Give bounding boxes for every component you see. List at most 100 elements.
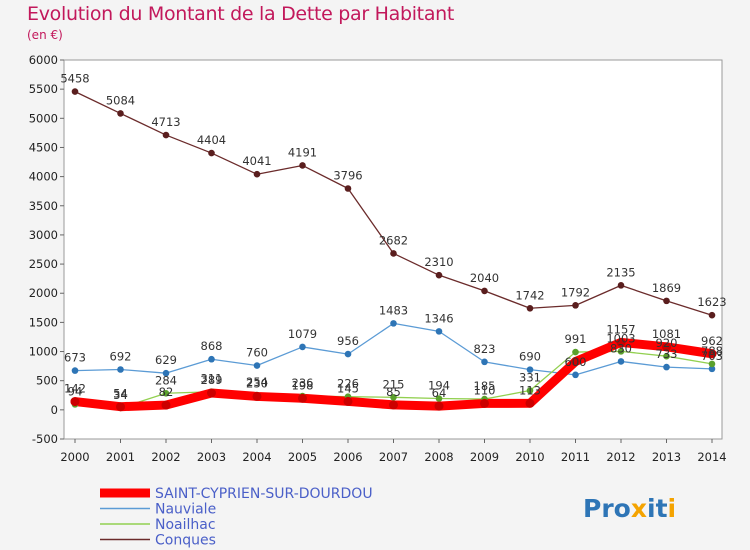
data-label: 34 — [113, 388, 128, 402]
data-point — [481, 287, 488, 295]
data-point — [117, 110, 124, 117]
data-point — [662, 342, 671, 352]
data-label: 1483 — [379, 303, 408, 317]
data-label: 142 — [64, 382, 86, 396]
data-point — [435, 271, 443, 279]
data-label: 1346 — [424, 311, 453, 325]
data-point — [572, 348, 579, 356]
data-label: 2682 — [379, 233, 408, 247]
data-point — [253, 362, 261, 369]
data-label: 236 — [292, 376, 314, 390]
chart-title: Evolution du Montant de la Dette par Hab… — [27, 3, 455, 25]
data-point — [708, 360, 716, 368]
data-label: 284 — [155, 373, 177, 387]
data-point — [390, 394, 397, 401]
legend-entry: Conques — [155, 533, 216, 549]
data-label: 629 — [155, 353, 177, 367]
y-tick-label: 1000 — [29, 345, 58, 359]
data-label: 991 — [565, 332, 587, 346]
data-label: 868 — [201, 339, 223, 353]
data-point — [708, 311, 716, 319]
data-point — [208, 149, 215, 157]
unit-label: (en €) — [27, 28, 63, 42]
y-tick-label: 3500 — [29, 199, 58, 213]
data-label: 956 — [337, 334, 359, 348]
data-point — [70, 397, 80, 407]
data-point — [434, 401, 444, 411]
x-tick-label: 2014 — [697, 450, 726, 464]
y-tick-label: 1500 — [29, 315, 58, 329]
data-point — [253, 170, 261, 178]
x-tick-label: 2009 — [470, 450, 499, 464]
data-label: 600 — [565, 355, 587, 369]
data-point — [117, 366, 124, 373]
data-label: 331 — [519, 371, 541, 385]
x-tick-label: 2011 — [561, 450, 590, 464]
data-point — [617, 358, 625, 365]
x-tick-label: 2005 — [288, 450, 317, 464]
data-label: 215 — [383, 377, 405, 391]
x-tick-label: 2006 — [333, 450, 362, 464]
legend-entry: Nauviale — [155, 502, 216, 518]
data-point — [344, 350, 352, 358]
data-label: 198 — [292, 378, 314, 392]
x-tick-label: 2012 — [606, 450, 635, 464]
y-tick-label: 2500 — [29, 257, 58, 271]
y-tick-label: 500 — [36, 374, 58, 388]
data-point — [299, 162, 306, 169]
x-tick-label: 2013 — [652, 450, 681, 464]
y-tick-label: 3000 — [29, 228, 58, 242]
x-tick-label: 2002 — [151, 450, 180, 464]
data-label: 1079 — [288, 327, 317, 341]
data-point — [343, 396, 353, 406]
data-point — [526, 366, 534, 373]
data-point — [571, 357, 580, 367]
data-label: 194 — [428, 379, 450, 393]
x-tick-label: 2001 — [106, 450, 135, 464]
data-point — [663, 297, 670, 305]
data-point — [162, 389, 170, 397]
y-tick-label: 4500 — [29, 140, 58, 154]
data-label: 2135 — [606, 265, 635, 279]
data-point — [162, 131, 170, 139]
data-label: 4713 — [151, 115, 180, 129]
data-label: 733 — [656, 347, 678, 361]
data-label: 788 — [701, 344, 723, 358]
data-label: 82 — [159, 385, 174, 399]
data-point — [390, 250, 397, 257]
data-point — [663, 352, 670, 360]
data-label: 692 — [110, 349, 132, 363]
data-label: 3796 — [333, 169, 362, 183]
data-label: 289 — [201, 373, 223, 387]
data-point — [161, 400, 171, 410]
data-label: 673 — [64, 351, 86, 365]
data-label: 2040 — [470, 271, 499, 285]
data-label: 1081 — [652, 327, 681, 341]
data-point — [116, 402, 125, 412]
data-point — [526, 304, 534, 312]
data-label: 703 — [701, 349, 723, 363]
data-label: 145 — [337, 381, 359, 395]
y-tick-label: 0 — [51, 403, 58, 417]
data-point — [252, 391, 262, 401]
data-label: 85 — [386, 385, 401, 399]
data-point — [617, 282, 625, 289]
data-point — [526, 387, 534, 394]
data-point — [481, 358, 488, 366]
data-point — [708, 365, 716, 373]
y-tick-label: 5500 — [29, 82, 58, 96]
data-point — [435, 395, 443, 402]
data-point — [162, 369, 170, 377]
x-tick-label: 2008 — [424, 450, 453, 464]
data-label: 1157 — [606, 322, 635, 336]
data-label: 823 — [474, 342, 496, 356]
y-tick-label: -500 — [32, 432, 58, 446]
data-point — [390, 320, 397, 327]
data-label: 4041 — [242, 154, 271, 168]
x-tick-label: 2004 — [242, 450, 271, 464]
data-point — [207, 388, 216, 398]
x-tick-label: 2010 — [515, 450, 544, 464]
x-tick-label: 2000 — [60, 450, 89, 464]
data-point — [616, 337, 626, 347]
proxiti-logo: Proxiti — [583, 494, 676, 523]
